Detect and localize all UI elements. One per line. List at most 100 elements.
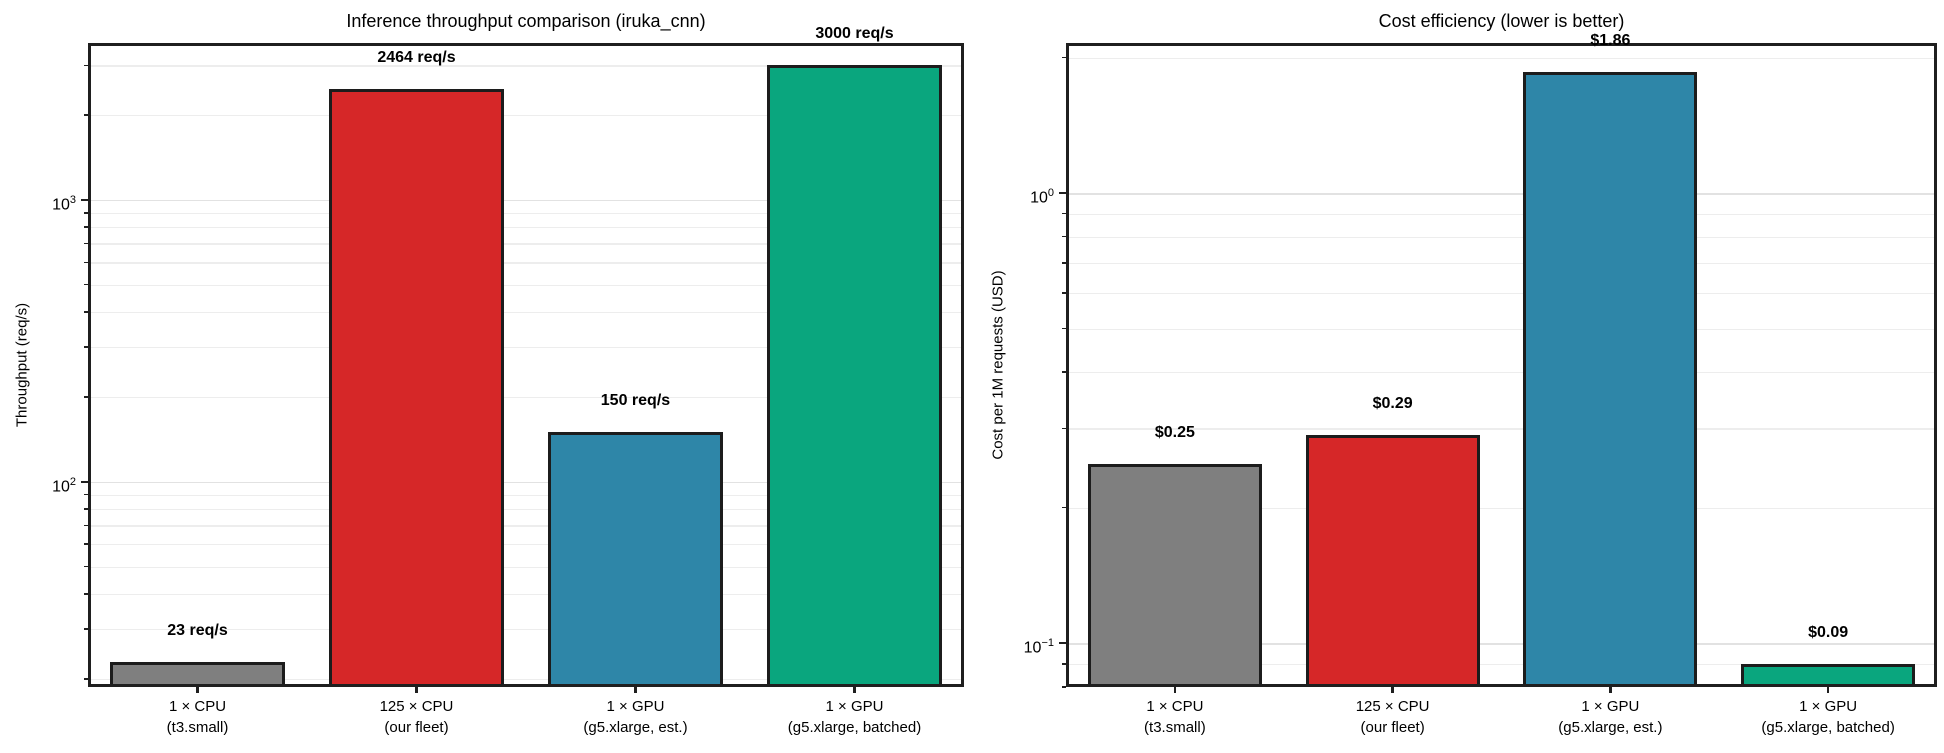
y-minor-tick-mark: [83, 524, 88, 527]
y-axis-label: Cost per 1M requests (USD): [989, 270, 1007, 460]
y-minor-tick-mark: [83, 242, 88, 245]
major-gridline: [88, 481, 964, 484]
y-minor-tick-mark: [1061, 327, 1066, 330]
bar-value-label: $1.86: [1590, 31, 1631, 49]
x-tick-label: 125 × CPU (our fleet): [1355, 698, 1430, 736]
minor-gridline: [88, 312, 964, 314]
y-axis-label: Throughput (req/s): [13, 302, 31, 428]
x-tick-mark: [1173, 687, 1177, 693]
y-minor-tick-mark: [83, 226, 88, 228]
x-tick-label: 1 × GPU (g5.xlarge, batched): [787, 698, 922, 736]
minor-gridline: [88, 114, 964, 117]
bar-2: [1523, 71, 1698, 687]
y-major-tick-mark: [1059, 191, 1066, 195]
minor-gridline: [88, 65, 964, 67]
x-tick-label: 125 × CPU (our fleet): [379, 698, 454, 736]
major-gridline: [88, 199, 964, 202]
x-tick-mark: [196, 687, 199, 693]
minor-gridline: [88, 494, 964, 496]
y-minor-tick-mark: [1061, 506, 1066, 509]
x-tick-mark: [415, 687, 418, 693]
minor-gridline: [88, 347, 964, 349]
x-tick-mark: [634, 687, 637, 693]
minor-gridline: [1066, 507, 1937, 509]
minor-gridline: [88, 284, 964, 286]
bar-0: [1087, 464, 1262, 687]
minor-gridline: [1066, 328, 1937, 330]
minor-gridline: [88, 566, 964, 568]
minor-gridline: [1066, 262, 1937, 264]
y-minor-tick-mark: [1061, 685, 1066, 688]
y-minor-tick-mark: [83, 311, 88, 313]
minor-gridline: [88, 212, 964, 214]
y-tick-label: 103: [52, 193, 76, 214]
x-tick-label: 1 × GPU (g5.xlarge, batched): [1761, 698, 1895, 736]
x-tick-label: 1 × CPU (t3.small): [166, 698, 229, 736]
bar-1: [1305, 434, 1480, 687]
minor-gridline: [88, 593, 964, 596]
bar-value-label: 23 req/s: [167, 621, 228, 639]
plot-area: [1066, 43, 1937, 687]
minor-gridline: [88, 396, 964, 399]
y-minor-tick-mark: [83, 493, 88, 496]
y-minor-tick-mark: [1061, 261, 1066, 264]
cost-chart-panel: Cost efficiency (lower is better) Cost p…: [972, 0, 1944, 753]
y-tick-label: 102: [52, 475, 76, 496]
y-minor-tick-mark: [83, 543, 88, 546]
y-minor-tick-mark: [83, 346, 88, 349]
y-minor-tick-mark: [83, 114, 88, 116]
bar-value-label: 3000 req/s: [815, 25, 894, 43]
minor-gridline: [88, 629, 964, 631]
y-minor-tick-mark: [83, 593, 88, 595]
y-minor-tick-mark: [83, 628, 88, 630]
bar-value-label: $0.25: [1154, 424, 1195, 441]
minor-gridline: [1066, 57, 1937, 59]
y-minor-tick-mark: [83, 508, 88, 510]
minor-gridline: [1066, 663, 1937, 665]
y-tick-label: 100: [1030, 187, 1054, 207]
minor-gridline: [1066, 372, 1937, 374]
bar-value-label: 150 req/s: [600, 392, 671, 410]
x-tick-mark: [853, 687, 856, 693]
y-major-tick-mark: [81, 480, 88, 483]
y-minor-tick-mark: [1061, 292, 1066, 294]
minor-gridline: [88, 525, 964, 527]
chart-title: Inference throughput comparison (iruka_c…: [346, 11, 706, 31]
minor-gridline: [1066, 292, 1937, 295]
y-major-tick-mark: [81, 198, 88, 201]
x-tick-label: 1 × CPU (t3.small): [1144, 698, 1206, 736]
minor-gridline: [88, 678, 964, 680]
y-minor-tick-mark: [1061, 427, 1066, 430]
x-tick-label: 1 × GPU (g5.xlarge, est.): [583, 698, 688, 736]
y-minor-tick-mark: [83, 396, 88, 398]
minor-gridline: [88, 544, 964, 546]
minor-gridline: [88, 262, 964, 264]
throughput-chart-panel: Inference throughput comparison (iruka_c…: [13, 11, 964, 736]
y-minor-tick-mark: [83, 677, 88, 680]
x-tick-label: 1 × GPU (g5.xlarge, est.): [1558, 698, 1663, 736]
y-minor-tick-mark: [1061, 235, 1066, 238]
bar-3: [766, 65, 943, 687]
bar-value-label: $0.09: [1808, 623, 1849, 641]
minor-gridline: [88, 227, 964, 229]
y-minor-tick-mark: [83, 211, 88, 214]
y-minor-tick-mark: [83, 261, 88, 264]
y-minor-tick-mark: [1061, 56, 1066, 59]
y-minor-tick-mark: [1061, 662, 1066, 665]
bar-0: [109, 661, 286, 687]
x-tick-mark: [1826, 687, 1830, 693]
major-gridline: [1066, 643, 1937, 645]
plot-area: [88, 43, 964, 687]
y-major-tick-mark: [1059, 641, 1066, 645]
y-minor-tick-mark: [83, 64, 88, 67]
bar-3: [1741, 663, 1916, 687]
minor-gridline: [88, 243, 964, 245]
bar-value-label: 2464 req/s: [377, 49, 456, 67]
y-minor-tick-mark: [83, 565, 88, 568]
y-tick-label: 10−1: [1023, 637, 1054, 657]
y-minor-tick-mark: [1061, 371, 1066, 373]
x-tick-mark: [1609, 687, 1612, 693]
bar-1: [328, 89, 505, 687]
minor-gridline: [1066, 213, 1937, 215]
